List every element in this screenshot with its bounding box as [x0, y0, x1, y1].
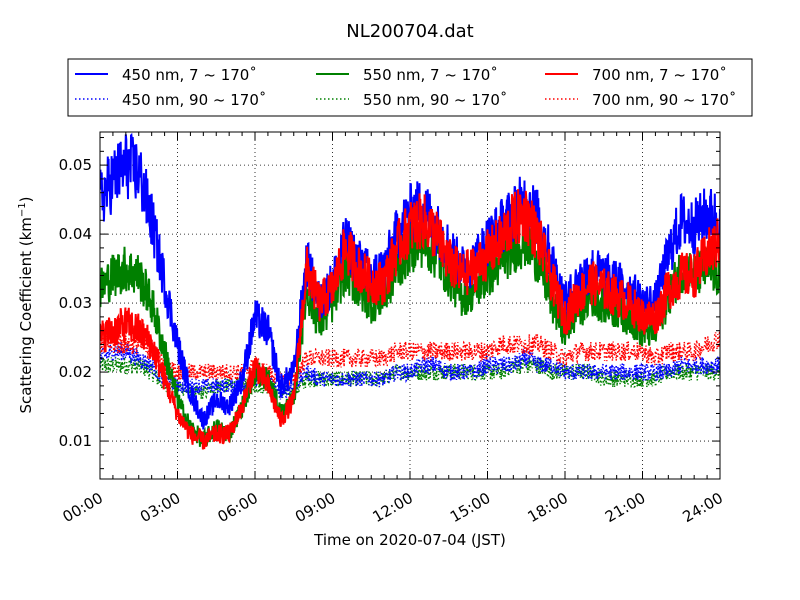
legend-label: 450 nm, 7 ~ 170˚ — [122, 66, 257, 84]
y-axis-label-end: ) — [17, 196, 35, 202]
legend-label: 550 nm, 7 ~ 170˚ — [363, 66, 498, 84]
y-axis-label: Scattering Coefficient (km−1) — [17, 196, 35, 413]
y-tick-label: 0.03 — [59, 294, 92, 312]
legend-item: 550 nm, 90 ~ 170˚ — [316, 91, 507, 109]
legend-item: 700 nm, 7 ~ 170˚ — [545, 66, 727, 84]
legend-item: 450 nm, 90 ~ 170˚ — [75, 91, 266, 109]
legend-box — [67, 58, 753, 117]
x-tick-label: 12:00 — [370, 489, 416, 526]
y-axis-label-main: Scattering Coefficient (km — [17, 217, 35, 413]
chart-title: NL200704.dat — [346, 21, 473, 42]
x-tick-label: 15:00 — [447, 489, 493, 526]
x-tick-label: 18:00 — [525, 489, 571, 526]
y-tick-label: 0.04 — [59, 225, 92, 243]
series-line-3 — [100, 341, 720, 400]
legend-item: 450 nm, 7 ~ 170˚ — [75, 66, 257, 84]
series-line-4 — [100, 356, 720, 402]
x-tick-label: 24:00 — [680, 489, 726, 526]
y-tick-label: 0.02 — [59, 363, 92, 381]
x-tick-label: 21:00 — [602, 489, 648, 526]
y-tick-label: 0.01 — [59, 432, 92, 450]
x-tick-label: 00:00 — [60, 489, 106, 526]
series-line-2 — [100, 189, 720, 450]
x-axis-label: Time on 2020-07-04 (JST) — [313, 531, 506, 549]
legend-label: 450 nm, 90 ~ 170˚ — [122, 91, 266, 109]
legend-label: 550 nm, 90 ~ 170˚ — [363, 91, 507, 109]
legend-item: 700 nm, 90 ~ 170˚ — [545, 91, 736, 109]
x-tick-label: 06:00 — [215, 489, 261, 526]
x-tick-label: 09:00 — [292, 489, 338, 526]
legend: 450 nm, 7 ~ 170˚ 550 nm, 7 ~ 170˚ 700 nm, … — [67, 58, 753, 117]
legend-label: 700 nm, 90 ~ 170˚ — [592, 91, 736, 109]
y-axis-label-sup: −1 — [17, 202, 28, 217]
series-line-0 — [100, 132, 720, 430]
legend-item: 550 nm, 7 ~ 170˚ — [316, 66, 498, 84]
series-line-5 — [100, 330, 720, 387]
x-tick-label: 03:00 — [137, 489, 183, 526]
y-tick-label: 0.05 — [59, 156, 92, 174]
legend-label: 700 nm, 7 ~ 170˚ — [592, 66, 727, 84]
